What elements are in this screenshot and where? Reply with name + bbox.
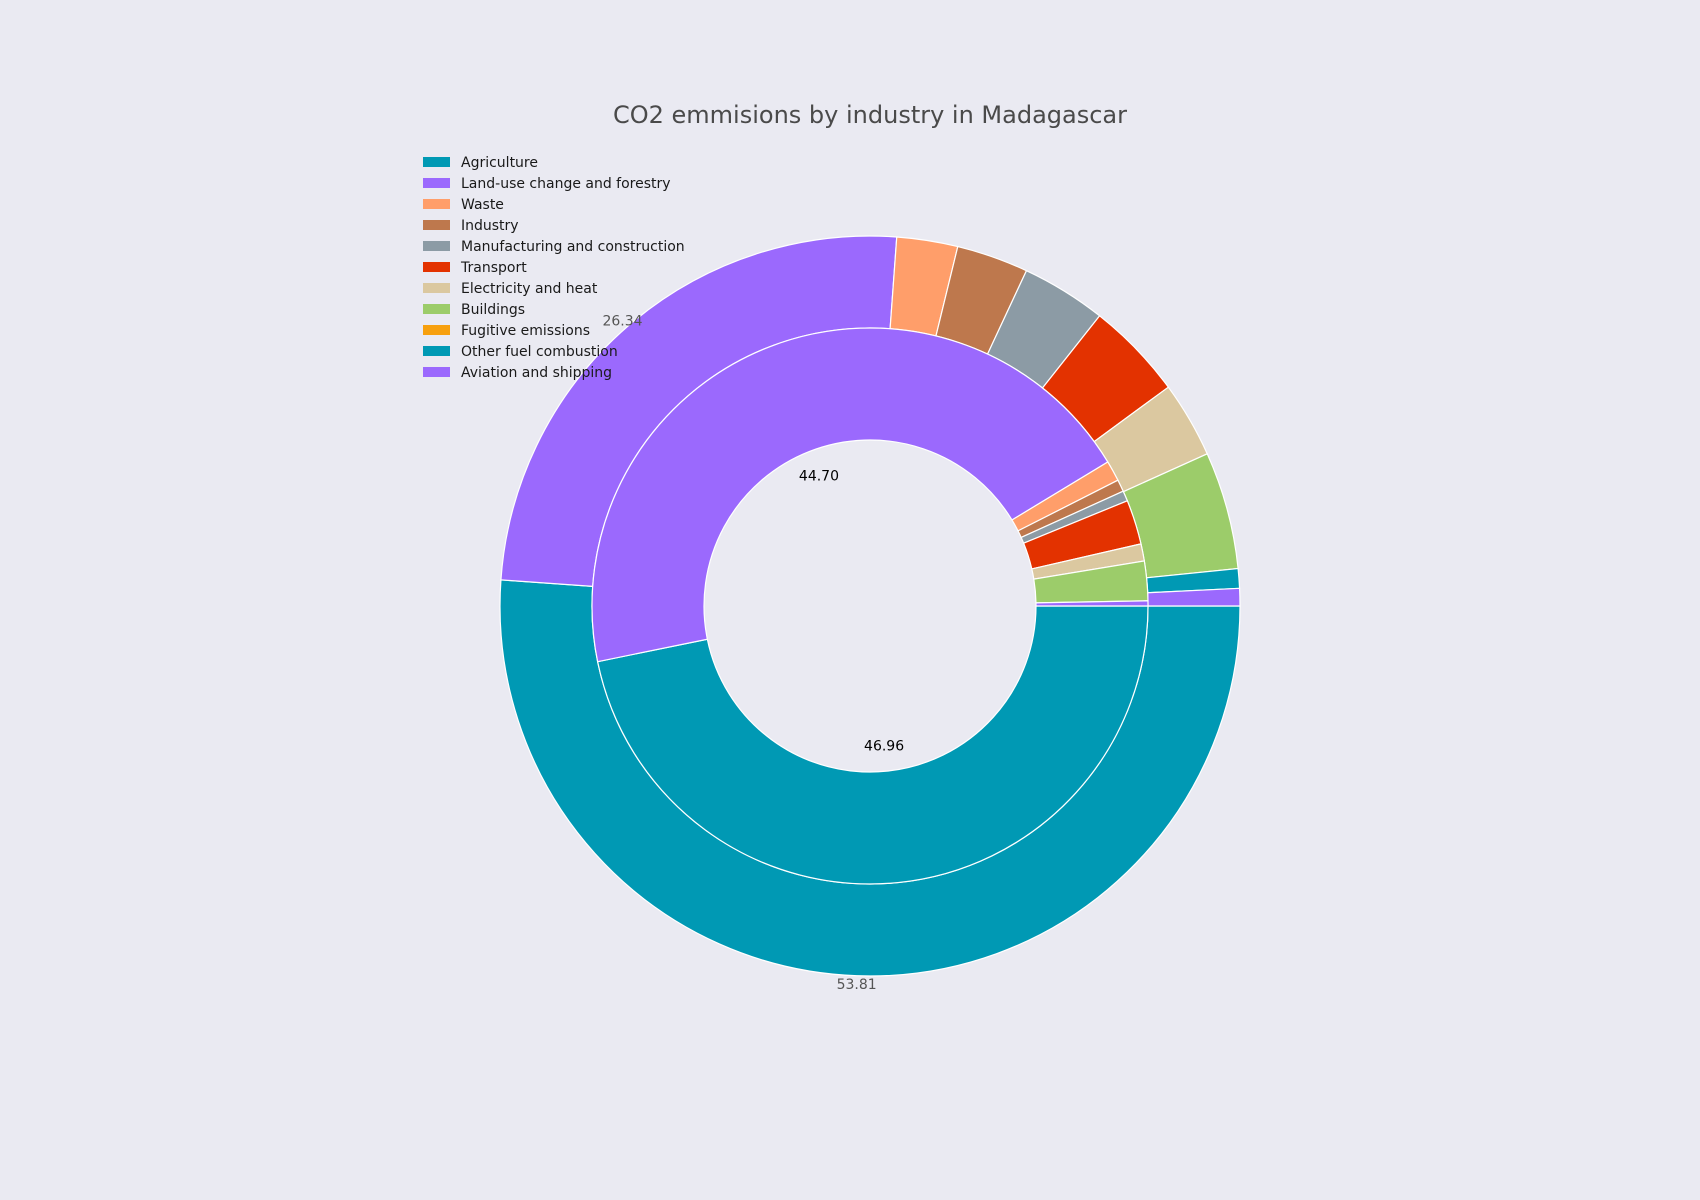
- chart-title: CO2 emmisions by industry in Madagascar: [613, 101, 1127, 129]
- slice-labels: 53.81 26.34 46.96 44.70: [602, 313, 904, 992]
- legend-swatch-electricity-and-heat: [423, 283, 450, 293]
- outer-label-land-use-change-and-forestry: 26.34: [602, 313, 642, 329]
- legend-label-aviation-and-shipping: Aviation and shipping: [461, 365, 612, 381]
- inner-slice-agriculture: [596, 605, 1149, 885]
- legend-swatch-waste: [423, 199, 450, 209]
- legend-swatch-fugitive-emissions: [423, 325, 450, 335]
- legend-swatch-aviation-and-shipping: [423, 367, 450, 377]
- inner-slice-aviation-and-shipping: [1035, 600, 1149, 607]
- legend-label-other-fuel-combustion: Other fuel combustion: [461, 344, 618, 360]
- legend-swatch-buildings: [423, 304, 450, 314]
- legend-swatch-transport: [423, 262, 450, 272]
- legend-swatch-manufacturing-and-construction: [423, 241, 450, 251]
- legend-label-electricity-and-heat: Electricity and heat: [461, 281, 598, 297]
- legend-label-manufacturing-and-construction: Manufacturing and construction: [461, 239, 685, 255]
- legend-label-transport: Transport: [460, 260, 527, 276]
- legend-swatch-land-use-change-and-forestry: [423, 178, 450, 188]
- inner-slice-land-use-change-and-forestry: [591, 327, 1109, 663]
- inner-label-agriculture: 46.96: [864, 738, 904, 754]
- legend-label-land-use-change-and-forestry: Land-use change and forestry: [461, 176, 671, 192]
- legend: Agriculture Land-use change and forestry W…: [423, 155, 685, 381]
- outer-label-agriculture: 53.81: [837, 977, 877, 993]
- legend-label-buildings: Buildings: [461, 302, 525, 318]
- inner-label-land-use-change-and-forestry: 44.70: [799, 469, 839, 485]
- inner-ring: [591, 327, 1149, 885]
- legend-swatch-agriculture: [423, 157, 450, 167]
- legend-swatch-other-fuel-combustion: [423, 346, 450, 356]
- legend-swatch-industry: [423, 220, 450, 230]
- legend-label-fugitive-emissions: Fugitive emissions: [461, 323, 590, 339]
- legend-label-agriculture: Agriculture: [461, 155, 538, 171]
- legend-label-industry: Industry: [461, 218, 519, 234]
- legend-label-waste: Waste: [461, 197, 504, 213]
